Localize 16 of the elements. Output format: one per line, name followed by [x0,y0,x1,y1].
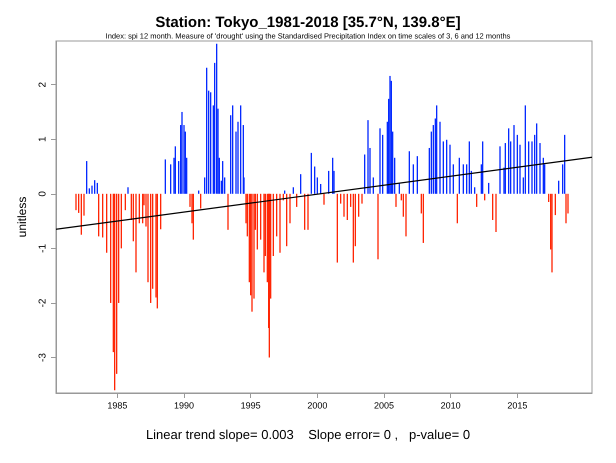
y-axis-title: unitless [15,196,29,238]
y-tick-label: -3 [38,352,48,362]
text: Linear trend slope= 0.003 Slope error= 0 , p-value= 0 [146,427,470,442]
x-tick-label: 1995 [240,400,261,410]
y-tick-label: 0 [38,190,48,197]
y-tick-label: 2 [38,81,48,88]
y-tick-label: -1 [38,244,48,253]
x-tick-label: 2005 [374,400,394,410]
x-tick-label: 2010 [440,400,461,410]
y-tick-label: 1 [38,136,48,142]
y-tick-label: -2 [38,298,48,308]
x-tick-label: 2000 [307,400,328,410]
chart-title: Station: Tokyo_1981-2018 [35.7°N, 139.8°E] [155,14,461,31]
x-tick-label: 2015 [507,400,528,410]
x-tick-label: 1990 [174,400,194,410]
x-tick-label: 1985 [107,400,128,410]
